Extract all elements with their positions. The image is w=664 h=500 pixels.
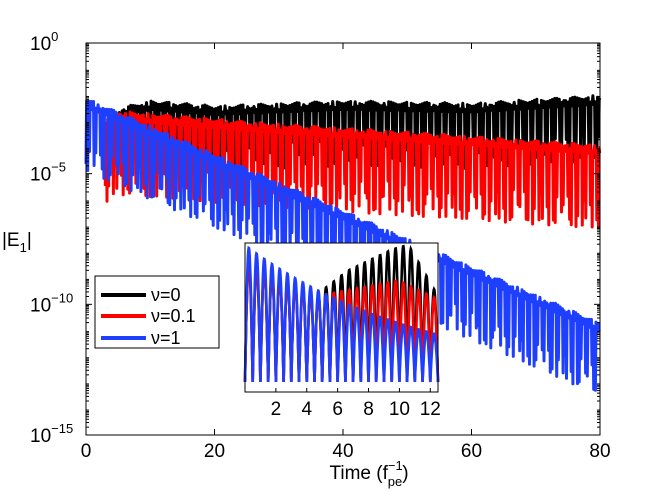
x-tick-label: 20: [204, 441, 225, 462]
inset-x-tick-label: 4: [301, 399, 312, 420]
inset-x-ticks: 2 4 6 8 10 12: [271, 388, 441, 420]
inset-x-tick-label: 2: [271, 399, 282, 420]
inset-border: [244, 242, 439, 393]
inset-x-tick-label: 8: [363, 399, 374, 420]
y-tick-label: 10−10: [30, 290, 73, 316]
y-ticks: 100 10−5 10−10 10−15: [30, 29, 600, 447]
x-ticks: 0 20 40 60 80: [81, 43, 611, 462]
inset-x-tick-label: 12: [420, 399, 441, 420]
x-axis-label-sup: −1: [388, 458, 403, 473]
x-axis-label-main: Time (f: [329, 463, 388, 484]
y-axis-label: |E1|: [2, 230, 32, 255]
y-axis-label-sub: 1: [20, 240, 27, 255]
legend: ν=0 ν=0.1 ν=1: [94, 275, 220, 349]
series-group: [84, 94, 602, 392]
inset-plot: 2 4 6 8 10 12: [243, 242, 441, 420]
series-line-2: [84, 99, 601, 392]
x-axis-label: Time (f−1 pe): [329, 458, 408, 489]
y-axis-label-close: |: [27, 230, 32, 251]
y-tick-label: 10−15: [30, 421, 73, 447]
x-tick-label: 0: [81, 441, 92, 462]
x-tick-label: 80: [589, 441, 610, 462]
y-tick-label: 10−5: [30, 160, 66, 186]
inset-series: [243, 244, 440, 383]
legend-label-nu1: ν=1: [151, 328, 181, 348]
y-tick-label: 100: [30, 29, 58, 55]
legend-label-nu01: ν=0.1: [151, 306, 196, 326]
x-tick-label: 60: [461, 441, 482, 462]
x-axis-label-sub: pe: [388, 474, 402, 489]
legend-label-nu0: ν=0: [151, 285, 181, 305]
inset-series-line-2: [243, 245, 440, 383]
y-axis-label-main: |E: [2, 230, 20, 251]
x-tick-label: 40: [332, 441, 353, 462]
x-axis-label-close: ): [402, 463, 408, 484]
inset-x-tick-label: 6: [332, 399, 343, 420]
inset-x-tick-label: 10: [389, 399, 410, 420]
